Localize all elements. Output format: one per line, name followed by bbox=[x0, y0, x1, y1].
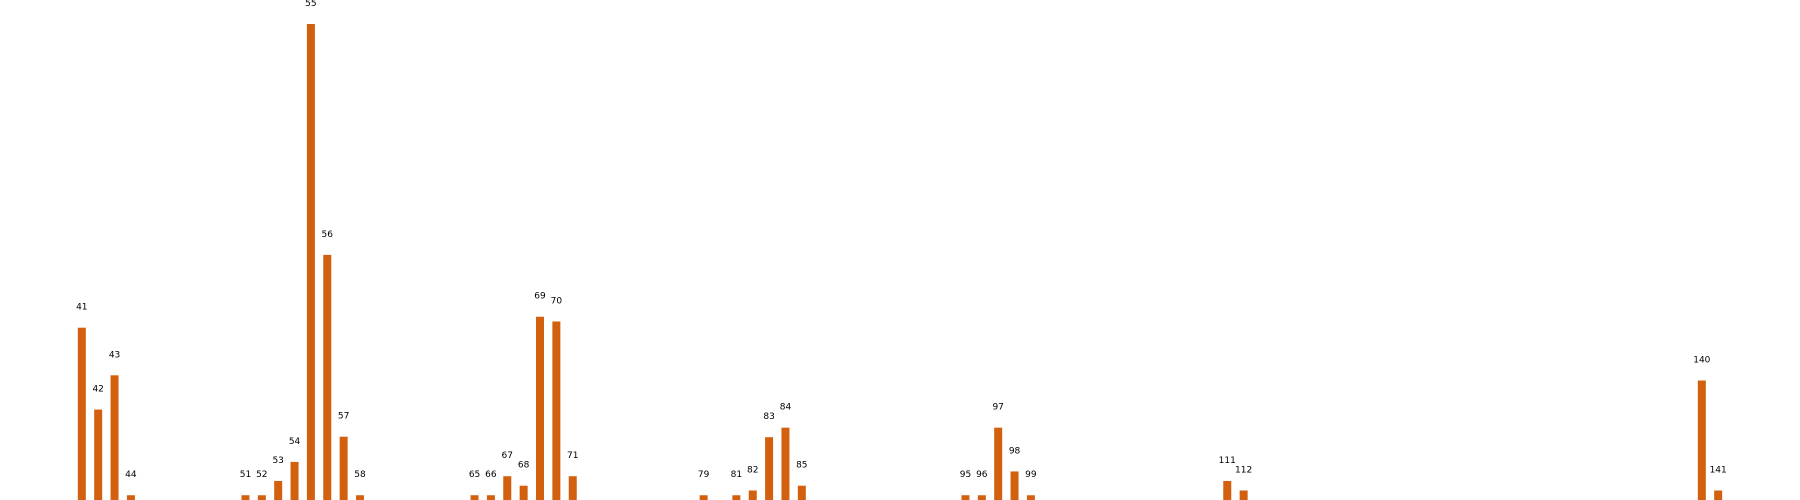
bar-85 bbox=[797, 485, 806, 500]
bar-label-68: 68 bbox=[518, 461, 530, 471]
bar-series bbox=[77, 24, 1723, 500]
bar-56 bbox=[323, 254, 332, 500]
bar-label-79: 79 bbox=[698, 470, 710, 480]
bar-55 bbox=[306, 24, 315, 500]
bar-52 bbox=[257, 495, 266, 500]
bar-label-83: 83 bbox=[763, 412, 774, 422]
bar-label-44: 44 bbox=[125, 470, 137, 480]
bar-58 bbox=[356, 495, 364, 500]
bar-label-41: 41 bbox=[76, 303, 87, 313]
bar-81 bbox=[732, 495, 741, 500]
bar-label-42: 42 bbox=[92, 385, 103, 395]
bar-label-55: 55 bbox=[305, 0, 316, 9]
bar-label-69: 69 bbox=[534, 292, 546, 302]
bar-label-71: 71 bbox=[567, 451, 578, 461]
bar-label-51: 51 bbox=[240, 470, 251, 480]
bar-83 bbox=[765, 437, 774, 500]
bar-label-67: 67 bbox=[502, 451, 513, 461]
bar-112 bbox=[1239, 490, 1248, 500]
bar-label-54: 54 bbox=[289, 437, 301, 447]
bar-43 bbox=[110, 375, 119, 500]
bar-69 bbox=[536, 316, 544, 500]
bar-41 bbox=[77, 327, 86, 500]
bar-141 bbox=[1714, 490, 1723, 500]
bar-label-98: 98 bbox=[1009, 446, 1021, 456]
bar-68 bbox=[519, 485, 528, 500]
bar-57 bbox=[339, 436, 348, 500]
bar-label-140: 140 bbox=[1693, 356, 1710, 366]
bar-97 bbox=[994, 427, 1003, 500]
bar-labels: 41 42 43 44 51 52 53 54 55 56 57 58 65 66 67 68 69 70 71 79… bbox=[76, 0, 1727, 480]
bar-label-43: 43 bbox=[109, 350, 120, 360]
bar-label-57: 57 bbox=[338, 412, 349, 422]
bar-70 bbox=[552, 321, 561, 500]
bar-67 bbox=[503, 476, 512, 500]
bar-label-52: 52 bbox=[256, 470, 267, 480]
bar-label-56: 56 bbox=[322, 230, 334, 240]
bar-label-85: 85 bbox=[796, 461, 807, 471]
bar-label-58: 58 bbox=[354, 470, 366, 480]
bar-51 bbox=[241, 495, 250, 500]
bar-95 bbox=[961, 495, 970, 500]
bar-53 bbox=[274, 480, 283, 500]
bar-label-141: 141 bbox=[1710, 465, 1727, 475]
bar-label-81: 81 bbox=[731, 470, 742, 480]
bar-140 bbox=[1697, 380, 1706, 500]
bar-label-66: 66 bbox=[485, 470, 497, 480]
bar-label-112: 112 bbox=[1235, 465, 1252, 475]
bar-66 bbox=[486, 495, 495, 500]
bar-65 bbox=[470, 495, 479, 500]
bar-label-82: 82 bbox=[747, 465, 758, 475]
bar-44 bbox=[126, 495, 135, 500]
bar-label-99: 99 bbox=[1025, 470, 1037, 480]
bar-label-97: 97 bbox=[992, 403, 1003, 413]
bar-label-53: 53 bbox=[272, 456, 283, 466]
bar-label-70: 70 bbox=[551, 297, 563, 307]
bar-label-95: 95 bbox=[960, 470, 971, 480]
bar-111 bbox=[1223, 480, 1232, 500]
bar-79 bbox=[699, 495, 708, 500]
bar-84 bbox=[781, 427, 790, 500]
bar-99 bbox=[1026, 495, 1035, 500]
bar-71 bbox=[568, 476, 577, 500]
bar-98 bbox=[1010, 471, 1019, 500]
bar-96 bbox=[977, 495, 986, 500]
bar-82 bbox=[748, 490, 757, 500]
bar-54 bbox=[290, 461, 299, 500]
bar-label-65: 65 bbox=[469, 470, 480, 480]
bar-label-84: 84 bbox=[780, 403, 792, 413]
bar-42 bbox=[94, 409, 103, 500]
bar-label-111: 111 bbox=[1219, 456, 1236, 466]
bar-label-96: 96 bbox=[976, 470, 988, 480]
